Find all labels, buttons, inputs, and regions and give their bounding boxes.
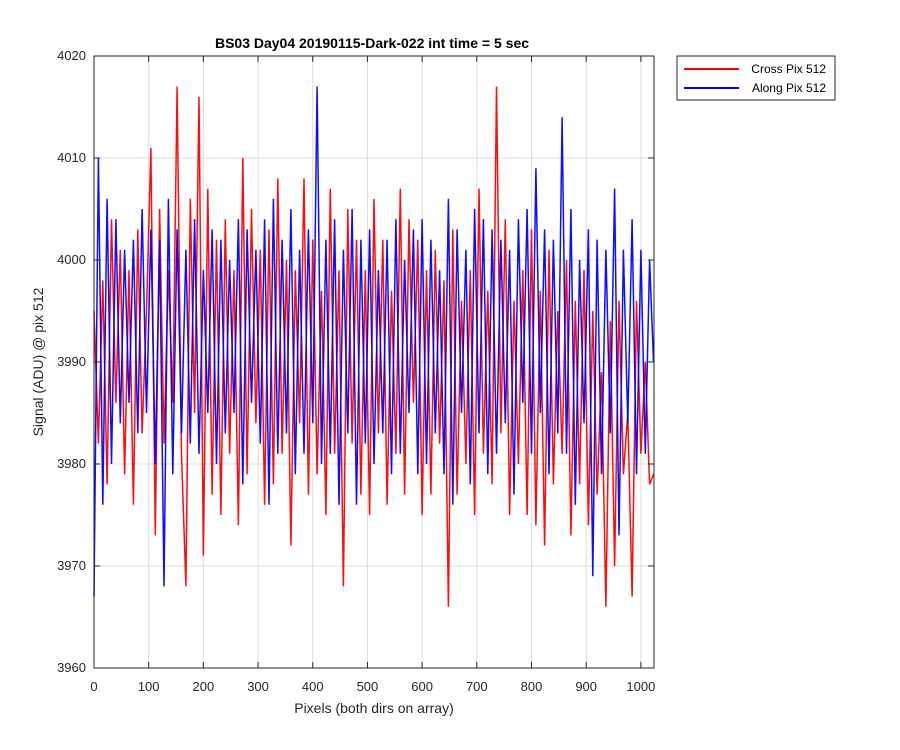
y-tick-label: 3990 <box>57 354 86 369</box>
legend-label-along: Along Pix 512 <box>752 81 826 95</box>
axis-ticks: 0 100 200 300 400 500 600 700 800 900 1000 3960 3970… <box>57 48 655 694</box>
x-tick-label: 700 <box>466 679 488 694</box>
legend: Cross Pix 512 Along Pix 512 <box>676 55 836 101</box>
y-tick-label: 3970 <box>57 558 86 573</box>
series-layer <box>93 86 655 607</box>
series-line-cross-pix-512 <box>93 86 655 607</box>
chart-title: BS03 Day04 20190115-Dark-022 int time = … <box>215 35 529 51</box>
legend-label-cross: Cross Pix 512 <box>751 62 826 76</box>
x-tick-label: 200 <box>193 679 215 694</box>
y-tick-label: 4010 <box>57 150 86 165</box>
x-tick-label: 100 <box>138 679 160 694</box>
y-tick-label: 3980 <box>57 456 86 471</box>
y-tick-label: 3960 <box>57 660 86 675</box>
x-tick-label: 400 <box>302 679 324 694</box>
y-axis-label: Signal (ADU) @ pix 512 <box>30 287 46 436</box>
x-tick-label: 1000 <box>626 679 655 694</box>
x-tick-label: 0 <box>90 679 97 694</box>
x-tick-label: 600 <box>411 679 433 694</box>
y-tick-label: 4020 <box>57 48 86 63</box>
x-tick-label: 900 <box>575 679 597 694</box>
x-axis-label: Pixels (both dirs on array) <box>294 700 454 716</box>
series-line-along-pix-512 <box>93 86 655 597</box>
legend-box <box>676 55 836 101</box>
x-tick-label: 800 <box>521 679 543 694</box>
x-tick-label: 300 <box>247 679 269 694</box>
x-tick-label: 500 <box>357 679 379 694</box>
y-tick-label: 4000 <box>57 252 86 267</box>
